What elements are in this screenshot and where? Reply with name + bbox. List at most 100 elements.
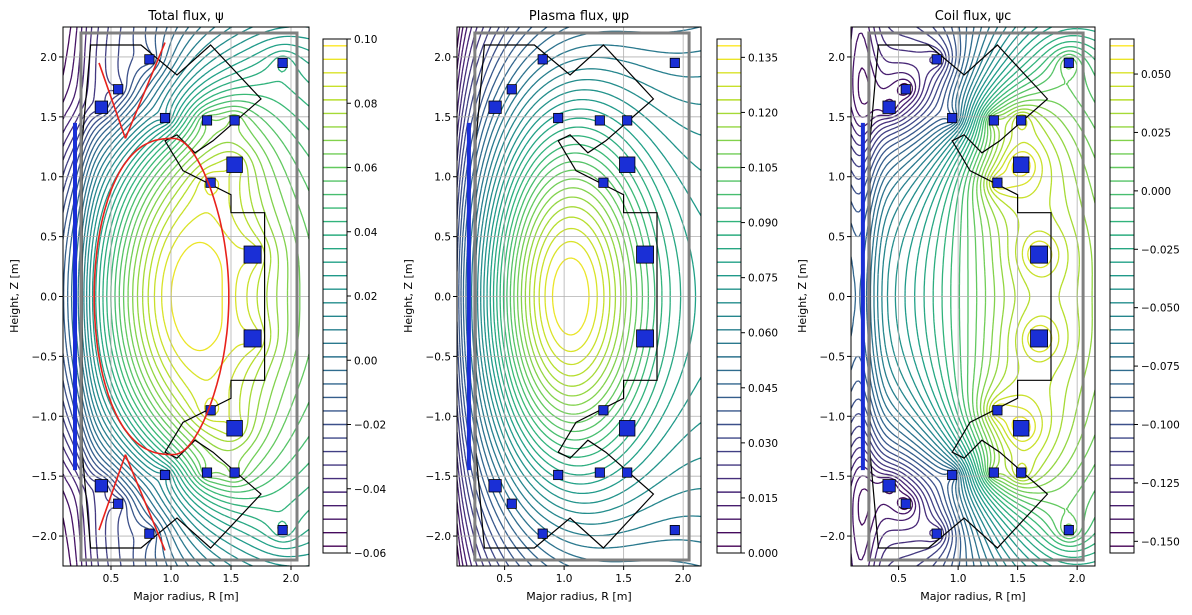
x-ticks: 0.5 1.0 1.5 2.0	[496, 566, 691, 585]
pf-coil	[537, 54, 548, 65]
panel-coil-flux: Coil flux, ψc 0.5 1.0 1.5 2.0 −2.0−1.5−1.0−…	[796, 9, 1180, 603]
y-axis-label: Height, Z [m]	[8, 259, 21, 333]
contour-level	[520, 187, 627, 406]
colorbar-tick-label: 0.025	[1141, 127, 1171, 139]
pf-coil	[113, 84, 124, 95]
y-ticks: −2.0 −1.5 −1.0 −0.5 0.0 0.5 1.0 1.5 2.0	[426, 52, 457, 543]
colorbar-tick-label: 0.075	[748, 273, 778, 285]
pf-coil	[1016, 115, 1027, 126]
pf-coil	[506, 84, 517, 95]
y-tick-label: 1.0	[434, 172, 451, 184]
contour-level	[63, 27, 158, 566]
panel-title: Total flux, ψ	[147, 9, 223, 24]
contour-level	[102, 55, 309, 538]
panel-title: Coil flux, ψc	[935, 9, 1012, 24]
contour-level	[941, 40, 1095, 553]
x-tick-label: 2.0	[283, 573, 300, 585]
pf-coil	[931, 528, 942, 539]
pf-coil	[201, 115, 213, 126]
machine-layer	[73, 31, 299, 562]
panel-title: Plasma flux, ψp	[529, 9, 629, 24]
limiter-outline	[81, 44, 266, 549]
y-tick-label: 1.5	[828, 112, 845, 124]
pf-coil	[553, 469, 564, 481]
pf-coil	[243, 245, 262, 264]
contour-level	[457, 27, 510, 566]
y-tick-label: 1.0	[40, 172, 57, 184]
contour-level	[457, 27, 500, 566]
pf-coil	[882, 100, 896, 114]
y-ticks: −2.0 −1.5 −1.0 −0.5 0.0 0.5 1.0 1.5 2.0	[820, 52, 851, 543]
y-tick-label: 1.5	[434, 112, 451, 124]
contour-level	[457, 27, 478, 566]
separatrix-leg	[98, 454, 127, 531]
y-tick-label: 2.0	[828, 52, 845, 64]
colorbar-tick-label: −0.06	[354, 548, 386, 560]
contour-level	[95, 43, 309, 550]
pf-coil	[622, 115, 633, 126]
pf-coil	[229, 467, 240, 478]
colorbar-tick-label: 0.050	[1141, 69, 1171, 81]
pf-coil	[900, 84, 911, 95]
contour-level	[506, 152, 650, 441]
y-tick-label: −1.5	[820, 471, 846, 483]
y-tick-label: 0.0	[434, 292, 451, 304]
pf-coil	[988, 467, 999, 478]
colorbar-tick-label: −0.125	[1141, 478, 1180, 490]
pf-coil	[488, 100, 502, 114]
machine-layer	[860, 31, 1085, 562]
pf-coil	[598, 177, 609, 188]
contour-level	[476, 68, 701, 525]
pf-coil	[1013, 156, 1030, 173]
y-tick-label: 2.0	[434, 52, 451, 64]
contour-layer	[851, 27, 1095, 566]
colorbar-tick-label: −0.02	[354, 420, 386, 432]
x-tick-label: 2.0	[675, 573, 692, 585]
contour-level	[473, 56, 701, 537]
x-axis-label: Major radius, R [m]	[133, 590, 238, 603]
x-tick-label: 1.5	[615, 573, 632, 585]
contour-level	[83, 27, 233, 566]
pf-coil	[622, 467, 633, 478]
pf-coil	[619, 420, 636, 437]
y-axis-label: Height, Z [m]	[796, 259, 809, 333]
pf-coil	[553, 112, 564, 124]
vessel-wall	[473, 31, 691, 562]
colorbar-tick-label: −0.050	[1141, 303, 1180, 315]
y-ticks: −2.0 −1.5 −1.0 −0.5 0.0 0.5 1.0 1.5 2.0	[32, 52, 63, 543]
pf-coil	[1013, 420, 1030, 437]
pf-coil	[144, 54, 155, 65]
x-tick-label: 0.5	[496, 573, 513, 585]
y-tick-label: −1.5	[32, 471, 58, 483]
y-tick-label: 0.5	[40, 232, 57, 244]
colorbar-tick-label: 0.04	[354, 227, 378, 239]
contour-level	[538, 227, 605, 366]
colorbar-tick-label: 0.02	[354, 291, 377, 303]
colorbar-tick-label: 0.030	[748, 438, 778, 450]
colorbar-tick-label: 0.090	[748, 218, 778, 230]
pf-coil	[636, 245, 654, 264]
colorbar-tick-label: 0.10	[354, 34, 377, 46]
machine-layer	[466, 31, 691, 562]
pf-coil	[113, 498, 124, 509]
contour-level	[551, 257, 590, 336]
colorbar-frame	[322, 38, 348, 554]
x-tick-label: 0.5	[890, 573, 907, 585]
pf-coil	[1016, 467, 1027, 478]
contour-level	[904, 27, 1038, 566]
pf-coil	[243, 329, 262, 348]
contour-level	[873, 27, 991, 566]
colorbar-tick-label: 0.000	[748, 548, 778, 560]
y-tick-label: 0.5	[828, 232, 845, 244]
colorbar-tick-label: 0.120	[748, 107, 778, 119]
colorbar-tick-label: 0.105	[748, 163, 778, 175]
y-tick-label: −1.0	[820, 411, 846, 423]
contour-level	[932, 34, 1095, 559]
pf-coil	[488, 479, 502, 493]
y-tick-label: −1.0	[32, 411, 58, 423]
separatrix	[93, 137, 230, 456]
pf-coil	[226, 156, 243, 173]
pf-coil	[229, 115, 240, 126]
pf-coil	[277, 524, 288, 536]
contour-level	[966, 53, 1095, 540]
